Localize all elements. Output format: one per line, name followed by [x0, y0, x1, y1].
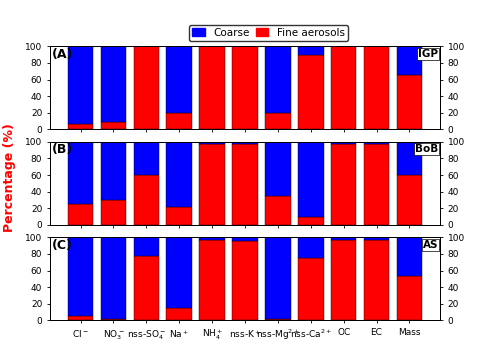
Bar — [364, 237, 390, 240]
Bar — [68, 124, 94, 129]
Bar — [68, 316, 94, 320]
Bar — [200, 237, 225, 240]
Bar — [396, 237, 422, 276]
Text: (C): (C) — [52, 239, 73, 252]
Bar — [200, 144, 225, 225]
Bar — [166, 237, 192, 308]
Bar — [265, 142, 290, 196]
Bar — [331, 144, 356, 225]
Bar — [265, 196, 290, 225]
Bar — [200, 240, 225, 320]
Text: AS: AS — [422, 240, 438, 250]
Bar — [298, 237, 324, 258]
Bar — [396, 46, 422, 75]
Bar — [232, 142, 258, 144]
Bar — [166, 142, 192, 206]
Bar — [331, 240, 356, 320]
Bar — [396, 75, 422, 129]
Bar — [134, 142, 159, 175]
Text: (A): (A) — [52, 48, 74, 61]
Bar — [298, 258, 324, 320]
Bar — [68, 204, 94, 225]
Bar — [396, 175, 422, 225]
Bar — [364, 46, 390, 129]
Bar — [68, 46, 94, 124]
Bar — [331, 46, 356, 129]
Bar — [298, 142, 324, 216]
Bar — [100, 142, 126, 200]
Bar — [298, 54, 324, 129]
Bar — [68, 142, 94, 204]
Bar — [364, 142, 390, 144]
Bar — [134, 175, 159, 225]
Bar — [200, 46, 225, 129]
Bar — [265, 319, 290, 320]
Text: Percentage (%): Percentage (%) — [2, 124, 16, 232]
Bar — [100, 200, 126, 225]
Bar — [166, 46, 192, 113]
Bar — [232, 46, 258, 129]
Bar — [396, 276, 422, 320]
Bar — [100, 46, 126, 122]
Bar — [265, 237, 290, 319]
Bar — [134, 46, 159, 129]
Bar — [200, 142, 225, 144]
Bar — [166, 308, 192, 320]
Bar — [100, 122, 126, 129]
Bar — [331, 142, 356, 144]
Text: (B): (B) — [52, 143, 73, 157]
Legend: Coarse, Fine aerosols: Coarse, Fine aerosols — [189, 25, 348, 41]
Text: IGP: IGP — [418, 49, 438, 59]
Bar — [134, 237, 159, 256]
Bar — [68, 237, 94, 316]
Bar — [134, 256, 159, 320]
Bar — [396, 142, 422, 175]
Bar — [265, 46, 290, 113]
Bar — [232, 241, 258, 320]
Bar — [265, 113, 290, 129]
Bar — [100, 319, 126, 320]
Text: BoB: BoB — [415, 144, 438, 154]
Bar — [298, 46, 324, 54]
Bar — [298, 216, 324, 225]
Bar — [100, 237, 126, 319]
Bar — [364, 144, 390, 225]
Bar — [166, 113, 192, 129]
Bar — [232, 237, 258, 241]
Bar — [232, 144, 258, 225]
Bar — [166, 206, 192, 225]
Bar — [364, 240, 390, 320]
Bar — [331, 237, 356, 240]
